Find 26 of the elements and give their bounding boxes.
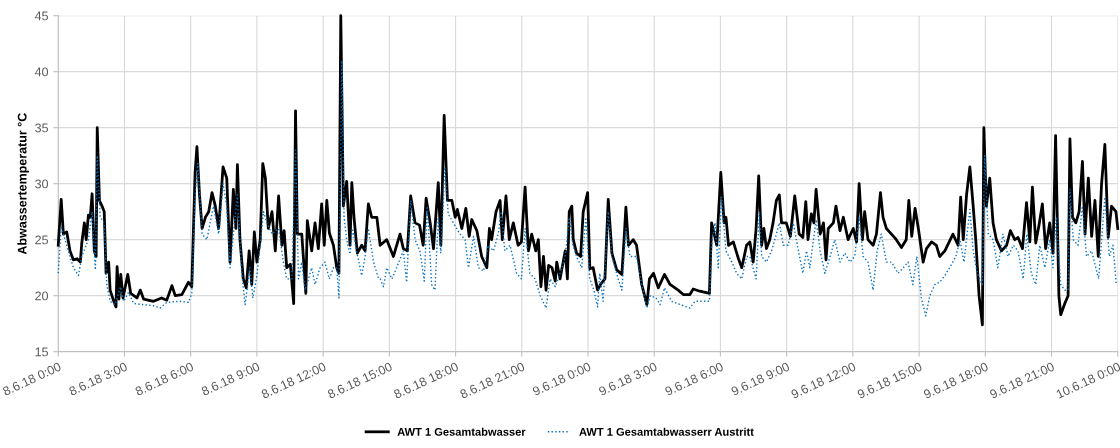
x-tick-label: 9.6.18 21:00 [989, 361, 1055, 399]
x-tick-label: 9.6.18 3:00 [598, 361, 658, 396]
x-tick-label: 9.6.18 18:00 [923, 361, 989, 399]
x-tick-label: 8.6.18 9:00 [200, 361, 261, 396]
y-tick-label: 35 [35, 123, 48, 133]
x-tick-label: 9.6.18 0:00 [531, 361, 592, 396]
y-tick-label: 45 [34, 11, 48, 21]
y-tick-label: 25 [35, 235, 48, 245]
y-axis-title: Abwassertemperatur °C [17, 113, 30, 255]
legend-label: AWT 1 Gesamtabwasser [397, 427, 526, 436]
x-tick-label: 8.6.18 18:00 [393, 361, 459, 399]
x-tick-label: 9.6.18 6:00 [664, 361, 724, 396]
y-tick-label: 40 [34, 67, 49, 77]
x-tick-label: 8.6.18 6:00 [134, 361, 195, 396]
y-tick-label: 30 [35, 179, 49, 189]
x-tick-label: 8.6.18 21:00 [459, 361, 526, 399]
legend-label: AWT 1 Gesamtabwasserr Austritt [579, 427, 754, 436]
y-tick-label: 15 [35, 347, 48, 357]
y-tick-label: 20 [35, 291, 49, 301]
x-tick-label: 8.6.18 12:00 [260, 361, 327, 399]
x-tick-label: 8.6.18 15:00 [326, 361, 393, 399]
x-tick-label: 8.6.18 3:00 [68, 361, 128, 396]
x-tick-label: 9.6.18 12:00 [790, 361, 857, 399]
x-tick-label: 9.6.18 9:00 [730, 361, 791, 396]
x-tick-label: 8.6.18 0:00 [2, 361, 62, 396]
x-tick-label: 9.6.18 15:00 [856, 361, 923, 399]
